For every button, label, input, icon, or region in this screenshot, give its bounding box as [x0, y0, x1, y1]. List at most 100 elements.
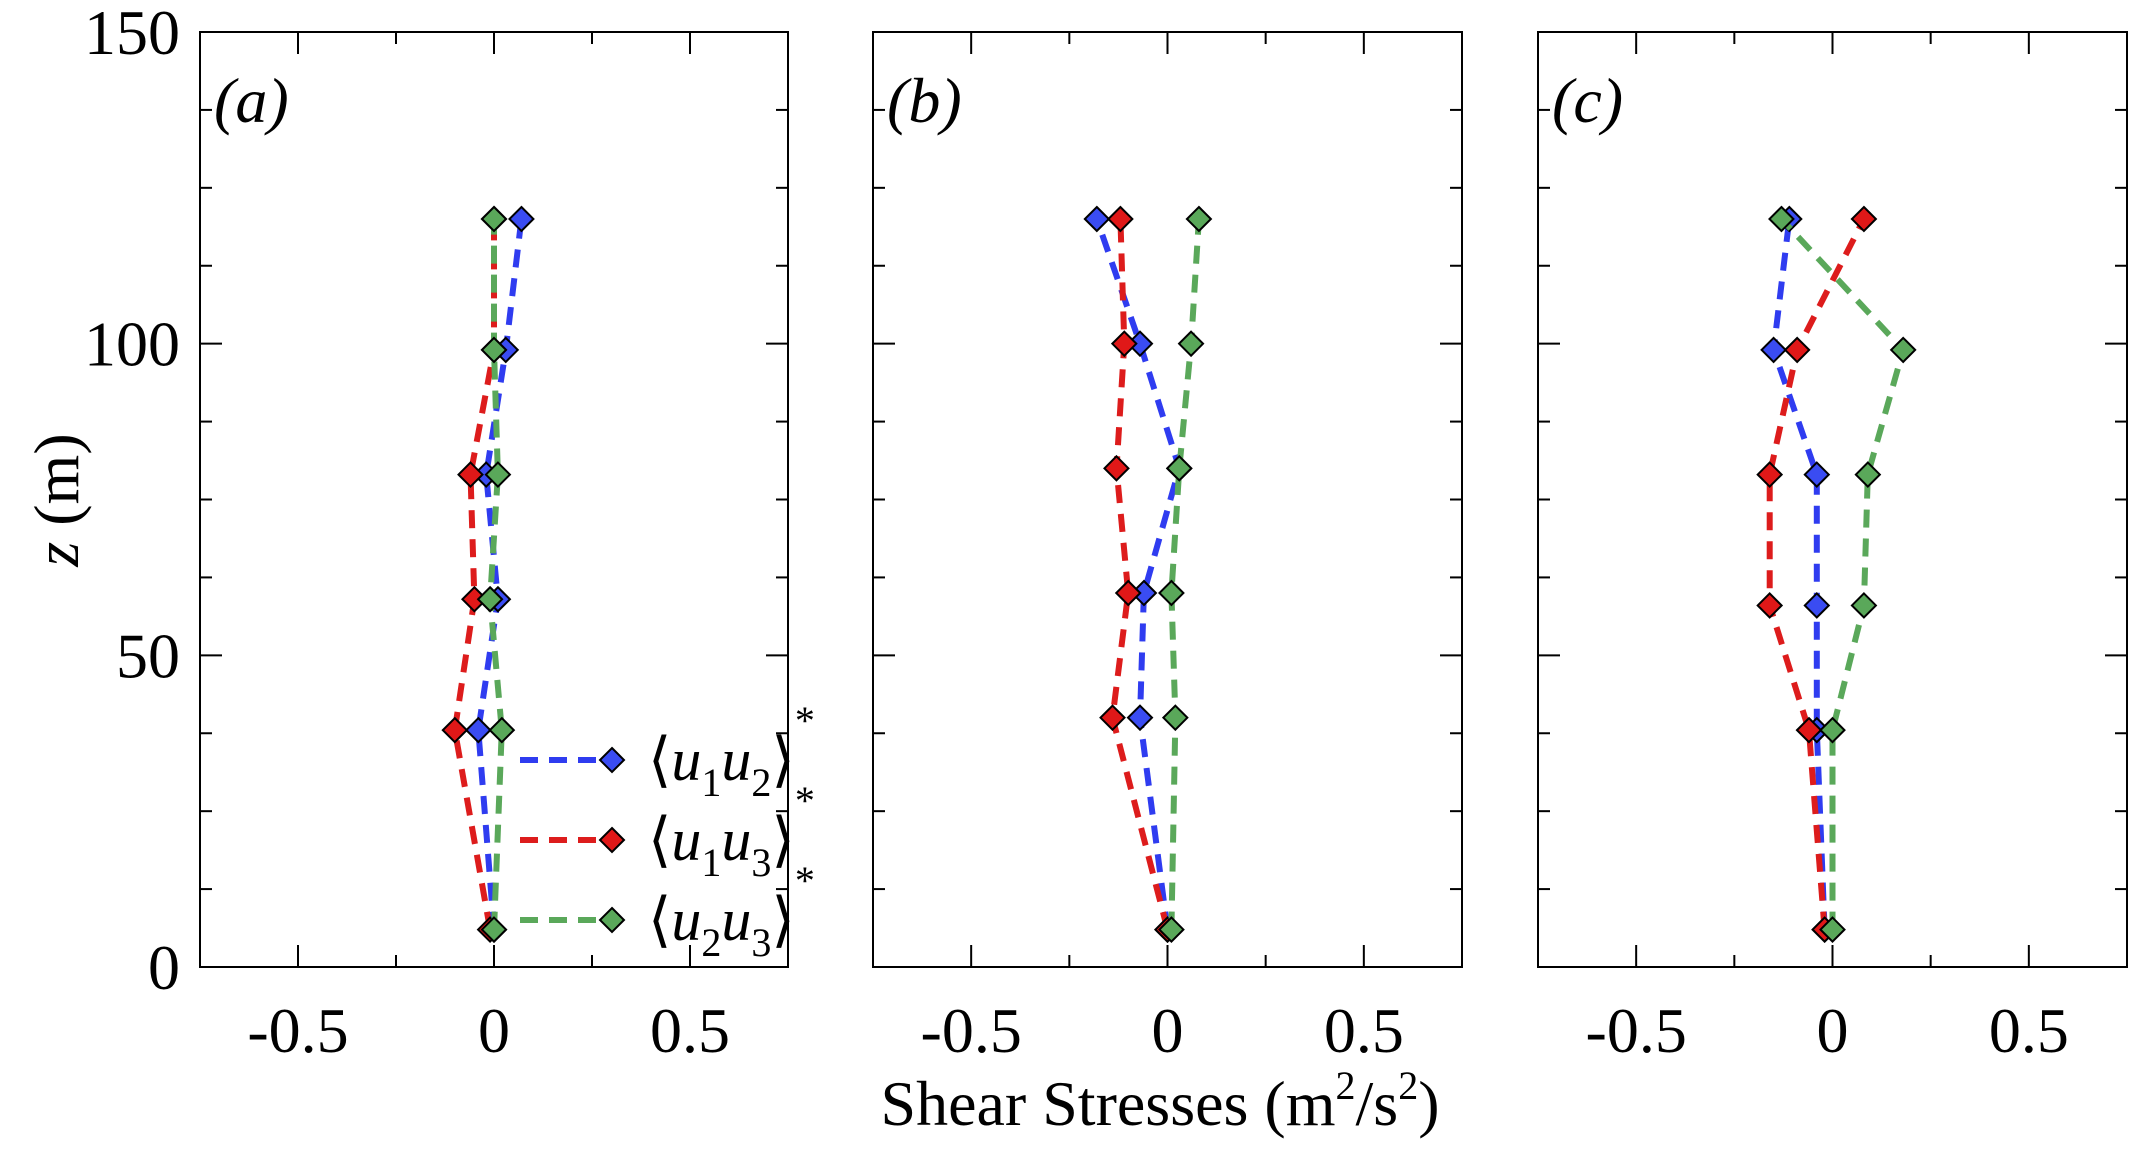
data-point: [1768, 205, 1795, 233]
data-point: [457, 461, 484, 488]
data-point: [1177, 330, 1205, 358]
y-tick-label: 100: [84, 309, 180, 380]
legend-marker: [598, 826, 626, 854]
legend-text-part: ⟩: [771, 727, 794, 793]
data-point: [1106, 205, 1134, 233]
data-point: [1158, 916, 1185, 944]
y-axis-title: z (m): [21, 433, 92, 567]
legend-text-part: u: [721, 807, 751, 873]
plot-frame: [872, 31, 1463, 968]
legend-text-part: 2: [751, 760, 771, 805]
series-line: [487, 219, 505, 930]
legend-text-part: ⟨: [648, 727, 671, 793]
data-point: [1803, 461, 1831, 488]
series-line: [1093, 218, 1183, 930]
data-point: [1850, 205, 1878, 233]
legend: ⟨u1u2⟩*⟨u1u3⟩*⟨u2u3⟩*: [520, 698, 815, 965]
legend-text-part: *: [795, 778, 815, 823]
data-point: [1850, 592, 1878, 619]
legend-marker: [598, 906, 626, 934]
data-point: [1756, 592, 1784, 619]
data-point: [1103, 454, 1130, 482]
x-tick-label: 0: [1817, 995, 1849, 1066]
legend-entry: ⟨u1u2⟩*: [648, 698, 815, 805]
panel-a: -0.5 0 0.5 (a): [199, 31, 789, 1066]
data-point: [1110, 330, 1138, 358]
data-point: [441, 716, 469, 744]
data-point: [476, 585, 504, 613]
legend-text-part: 1: [701, 760, 721, 805]
data-point: [1114, 579, 1142, 607]
series-line: [451, 219, 497, 931]
x-axis-title-sup: 2: [1336, 1063, 1356, 1108]
data-point: [1795, 716, 1823, 744]
x-axis-title-main: Shear Stresses (m: [880, 1068, 1335, 1139]
legend-text-part: ⟩: [771, 887, 794, 953]
legend-entry: ⟨u1u3⟩*: [648, 778, 815, 885]
data-point: [488, 716, 516, 744]
x-tick-label: 0.5: [1324, 995, 1404, 1066]
x-tick-label: -0.5: [247, 995, 348, 1066]
panel-label: (a): [214, 65, 289, 136]
series-line: [475, 218, 525, 930]
legend-text-part: u: [671, 807, 701, 873]
legend-text-part: ⟩: [771, 807, 794, 873]
y-tick-label: 0: [148, 932, 180, 1003]
series-line: [1779, 216, 1907, 930]
data-point: [1083, 205, 1111, 233]
y-axis-unit: (m): [21, 433, 92, 541]
series-line: [1766, 217, 1867, 930]
legend-text-part: ⟨: [648, 807, 671, 873]
data-point: [508, 205, 535, 233]
data-point: [480, 205, 508, 233]
panel-label: (b): [887, 65, 962, 136]
data-point: [1889, 336, 1917, 364]
data-point: [1099, 704, 1126, 732]
y-axis-variable: z: [21, 542, 92, 568]
data-point: [1165, 454, 1193, 482]
panel-c: -0.5 0 0.5 (c): [1537, 31, 2128, 1066]
data-point: [1158, 579, 1185, 607]
data-point: [1126, 704, 1154, 732]
data-point: [1756, 461, 1784, 488]
legend-text-part: *: [795, 858, 815, 903]
panel-label: (c): [1552, 65, 1623, 136]
legend-text-part: u: [721, 727, 751, 793]
legend-text-part: 3: [751, 920, 771, 965]
x-tick-label: 0: [1152, 995, 1184, 1066]
x-tick-label: -0.5: [1586, 995, 1687, 1066]
data-point: [1185, 205, 1213, 233]
x-tick-label: 0.5: [1989, 995, 2069, 1066]
legend-text-part: 1: [701, 840, 721, 885]
series-line: [1168, 218, 1202, 930]
data-point: [1783, 336, 1811, 364]
data-point: [1854, 461, 1882, 488]
data-point: [1819, 716, 1846, 744]
data-point: [480, 916, 508, 944]
legend-marker: [598, 746, 626, 774]
x-axis-title-end: ): [1418, 1068, 1439, 1139]
legend-text-part: *: [795, 698, 815, 743]
x-tick-label: 0.5: [650, 995, 730, 1066]
legend-text-part: u: [671, 887, 701, 953]
series-line: [1770, 218, 1828, 930]
x-tick-label: -0.5: [921, 995, 1022, 1066]
x-tick-label: 0: [478, 995, 510, 1066]
data-point: [484, 461, 512, 488]
legend-text-part: u: [721, 887, 751, 953]
data-point: [1161, 704, 1189, 732]
series-line: [1109, 218, 1171, 931]
panel-b: -0.5 0 0.5 (b): [872, 31, 1463, 1066]
legend-text-part: ⟨: [648, 887, 671, 953]
legend-entry: ⟨u2u3⟩*: [648, 858, 815, 965]
y-tick-label: 50: [116, 620, 180, 691]
x-axis-title: Shear Stresses (m2/s2): [880, 1063, 1439, 1139]
data-point: [1803, 592, 1831, 619]
legend-text-part: 3: [751, 840, 771, 885]
x-axis-title-sup: 2: [1398, 1063, 1418, 1108]
data-point: [480, 336, 508, 364]
data-point: [1760, 336, 1788, 364]
legend-text-part: u: [671, 727, 701, 793]
